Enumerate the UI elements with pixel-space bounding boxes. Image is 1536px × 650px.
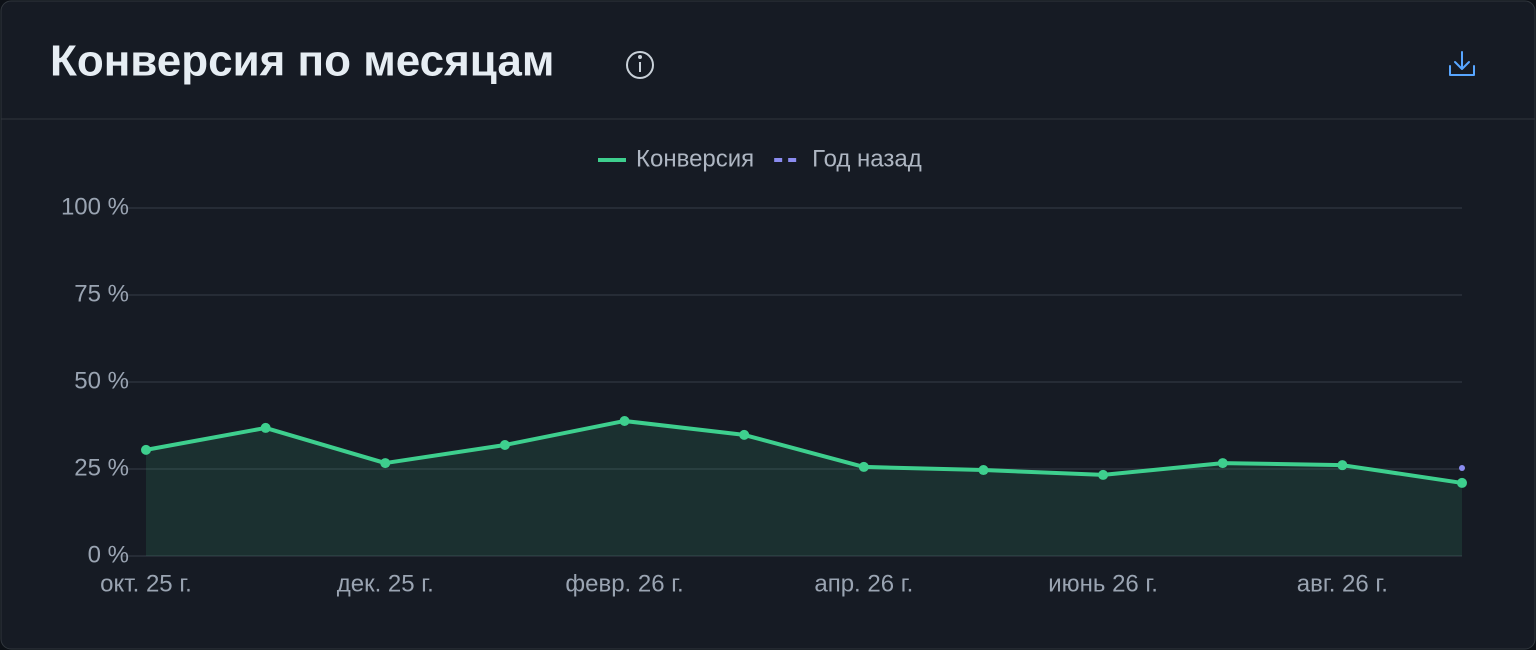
data-point — [499, 439, 510, 450]
data-point — [739, 429, 750, 440]
x-tick-label: апр. 26 г. — [814, 570, 913, 597]
x-tick-label: февр. 26 г. — [565, 570, 683, 597]
data-point — [619, 415, 630, 426]
y-tick-label: 100 % — [61, 193, 129, 220]
info-icon[interactable] — [626, 51, 654, 79]
data-point — [380, 458, 391, 469]
y-tick-label: 0 % — [88, 541, 129, 568]
series-line — [145, 418, 1463, 485]
y-tick-label: 75 % — [74, 280, 129, 307]
chart-title: Конверсия по месяцам — [50, 37, 554, 86]
data-point — [260, 422, 271, 433]
data-point — [141, 444, 151, 455]
data-point — [1459, 464, 1465, 471]
data-point — [978, 465, 989, 476]
data-point — [1337, 460, 1348, 471]
x-tick-label: авг. 26 г. — [1297, 570, 1388, 597]
x-tick-label: дек. 25 г. — [337, 570, 434, 597]
legend-label: Год назад — [812, 145, 922, 172]
data-point — [858, 461, 869, 472]
data-point — [1098, 469, 1109, 480]
x-tick-label: июнь 26 г. — [1048, 570, 1158, 597]
download-button[interactable] — [1449, 51, 1475, 76]
y-tick-label: 25 % — [74, 454, 129, 481]
area — [146, 420, 1462, 556]
x-tick-label: окт. 25 г. — [100, 570, 192, 597]
data-point — [1457, 477, 1467, 488]
y-tick-label: 50 % — [74, 367, 129, 394]
legend-label: Конверсия — [636, 145, 754, 172]
data-point — [1217, 458, 1228, 469]
